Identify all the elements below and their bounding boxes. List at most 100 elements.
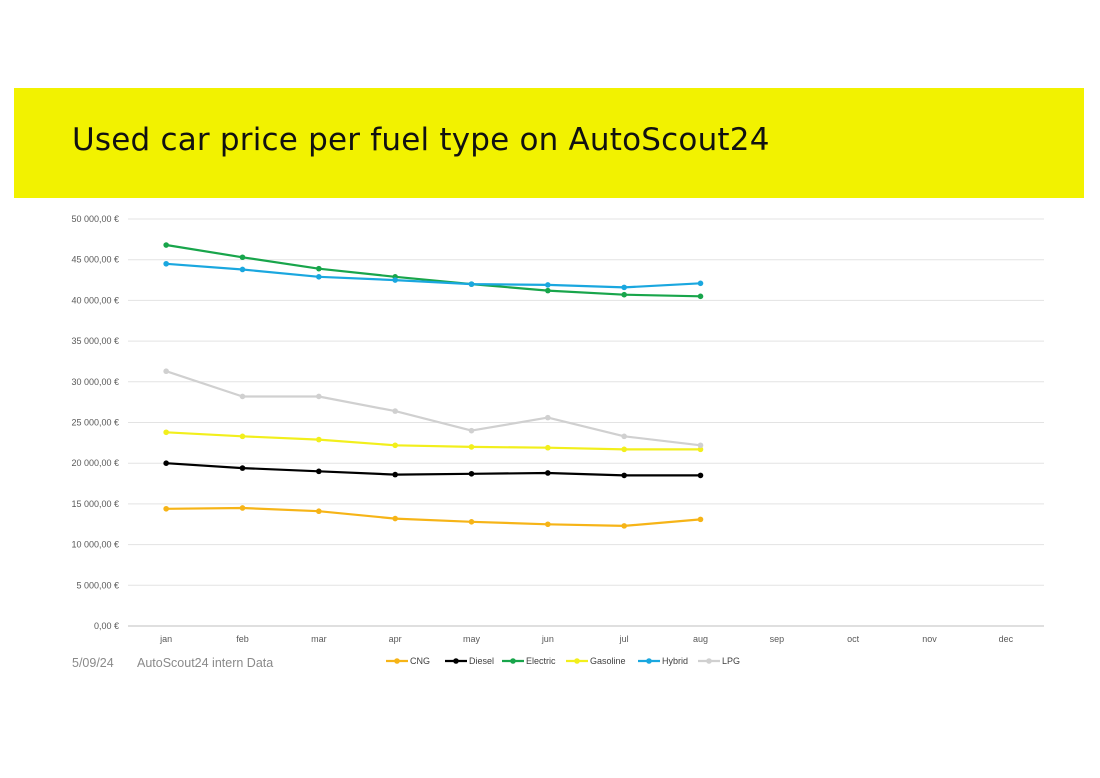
data-point-electric [316,265,322,272]
y-tick-label: 15 000,00 € [71,499,119,509]
x-tick-label: aug [693,634,708,644]
legend-label: Gasoline [590,656,626,666]
data-point-gasoline [621,446,627,453]
legend-marker [646,658,652,664]
data-point-electric [545,287,551,294]
x-tick-label: nov [922,634,937,644]
data-point-hybrid [239,266,246,273]
page-title: Used car price per fuel type on AutoScou… [72,122,770,158]
series-line-electric [165,243,702,298]
data-point-diesel [697,472,704,479]
data-point-gasoline [392,442,398,449]
data-point-cng [316,508,322,515]
data-point-diesel [392,471,398,478]
data-point-lpg [468,427,475,434]
data-point-lpg [392,408,398,414]
series-line-hybrid [165,262,702,289]
x-tick-label: apr [389,634,402,644]
legend-item-electric: Electric [502,656,556,666]
legend-item-gasoline: Gasoline [566,656,626,666]
series-line-diesel [165,462,702,477]
y-tick-label: 25 000,00 € [71,418,119,428]
y-tick-label: 30 000,00 € [71,377,119,387]
legend-item-lpg: LPG [698,656,740,666]
x-tick-label: jun [541,634,554,644]
x-tick-label: mar [311,634,327,644]
y-tick-label: 20 000,00 € [71,458,119,468]
y-tick-label: 5 000,00 € [76,580,119,590]
chart-legend: CNG Diesel Electric Gasoline Hybrid LPG [386,656,740,666]
legend-label: CNG [410,656,430,666]
y-tick-label: 10 000,00 € [71,540,119,550]
legend-item-cng: CNG [386,656,430,666]
data-point-diesel [239,465,246,471]
data-point-lpg [697,442,704,449]
data-point-lpg [621,433,627,440]
legend-marker [453,658,459,664]
data-point-electric [239,254,246,261]
data-point-diesel [621,472,627,479]
title-banner: Used car price per fuel type on AutoScou… [14,88,1084,198]
data-point-hybrid [316,273,322,280]
x-tick-label: dec [999,634,1014,644]
y-axis-ticks: 0,00 € 5 000,00 € 10 000,00 € 15 000,00 € 20… [71,214,119,631]
legend-label: Diesel [469,656,494,666]
legend-marker [510,658,516,664]
data-point-cng [392,515,398,522]
legend-marker [706,658,712,664]
legend-label: LPG [722,656,740,666]
data-point-hybrid [697,280,704,287]
data-point-gasoline [697,446,704,453]
y-tick-label: 35 000,00 € [71,336,119,346]
x-tick-label: jul [619,634,629,644]
data-point-hybrid [163,260,169,267]
data-point-diesel [163,460,169,467]
data-point-lpg [163,368,169,375]
legend-marker [394,658,400,664]
data-point-lpg [239,393,246,400]
data-point-lpg [316,393,322,400]
series-line-cng [165,506,702,528]
y-tick-label: 45 000,00 € [71,255,119,265]
data-point-hybrid [545,282,551,288]
legend-item-hybrid: Hybrid [638,656,688,666]
series-lines [163,242,704,529]
data-point-hybrid [621,284,627,291]
x-tick-label: may [463,634,481,644]
y-tick-label: 40 000,00 € [71,295,119,305]
footer-date: 5/09/24 [72,656,114,670]
data-point-gasoline [316,436,322,443]
data-point-hybrid [392,277,398,283]
data-point-cng [697,516,704,523]
data-point-diesel [545,470,551,476]
footer-source: AutoScout24 intern Data [137,656,274,670]
data-point-gasoline [163,429,169,436]
data-point-cng [621,523,627,529]
data-point-lpg [545,414,551,421]
legend-label: Hybrid [662,656,688,666]
data-point-cng [545,521,551,528]
series-line-lpg [165,370,702,447]
x-tick-label: sep [770,634,785,644]
y-tick-label: 50 000,00 € [71,214,119,224]
x-tick-label: jan [159,634,172,644]
gridlines [128,218,1044,627]
data-point-gasoline [545,444,551,451]
x-axis-ticks: jan feb mar apr may jun jul aug sep oct nov dec [159,634,1013,644]
series-line-gasoline [165,431,702,451]
data-point-cng [239,505,246,511]
data-point-gasoline [239,433,246,440]
data-point-cng [163,505,169,512]
data-point-electric [163,242,169,248]
legend-item-diesel: Diesel [445,656,494,666]
data-point-hybrid [468,281,475,287]
data-point-electric [621,291,627,298]
legend-label: Electric [526,656,556,666]
legend-marker [574,658,580,664]
data-point-diesel [468,470,475,477]
data-point-diesel [316,468,322,475]
x-tick-label: feb [236,634,249,644]
data-point-cng [468,519,475,525]
x-tick-label: oct [847,634,860,644]
